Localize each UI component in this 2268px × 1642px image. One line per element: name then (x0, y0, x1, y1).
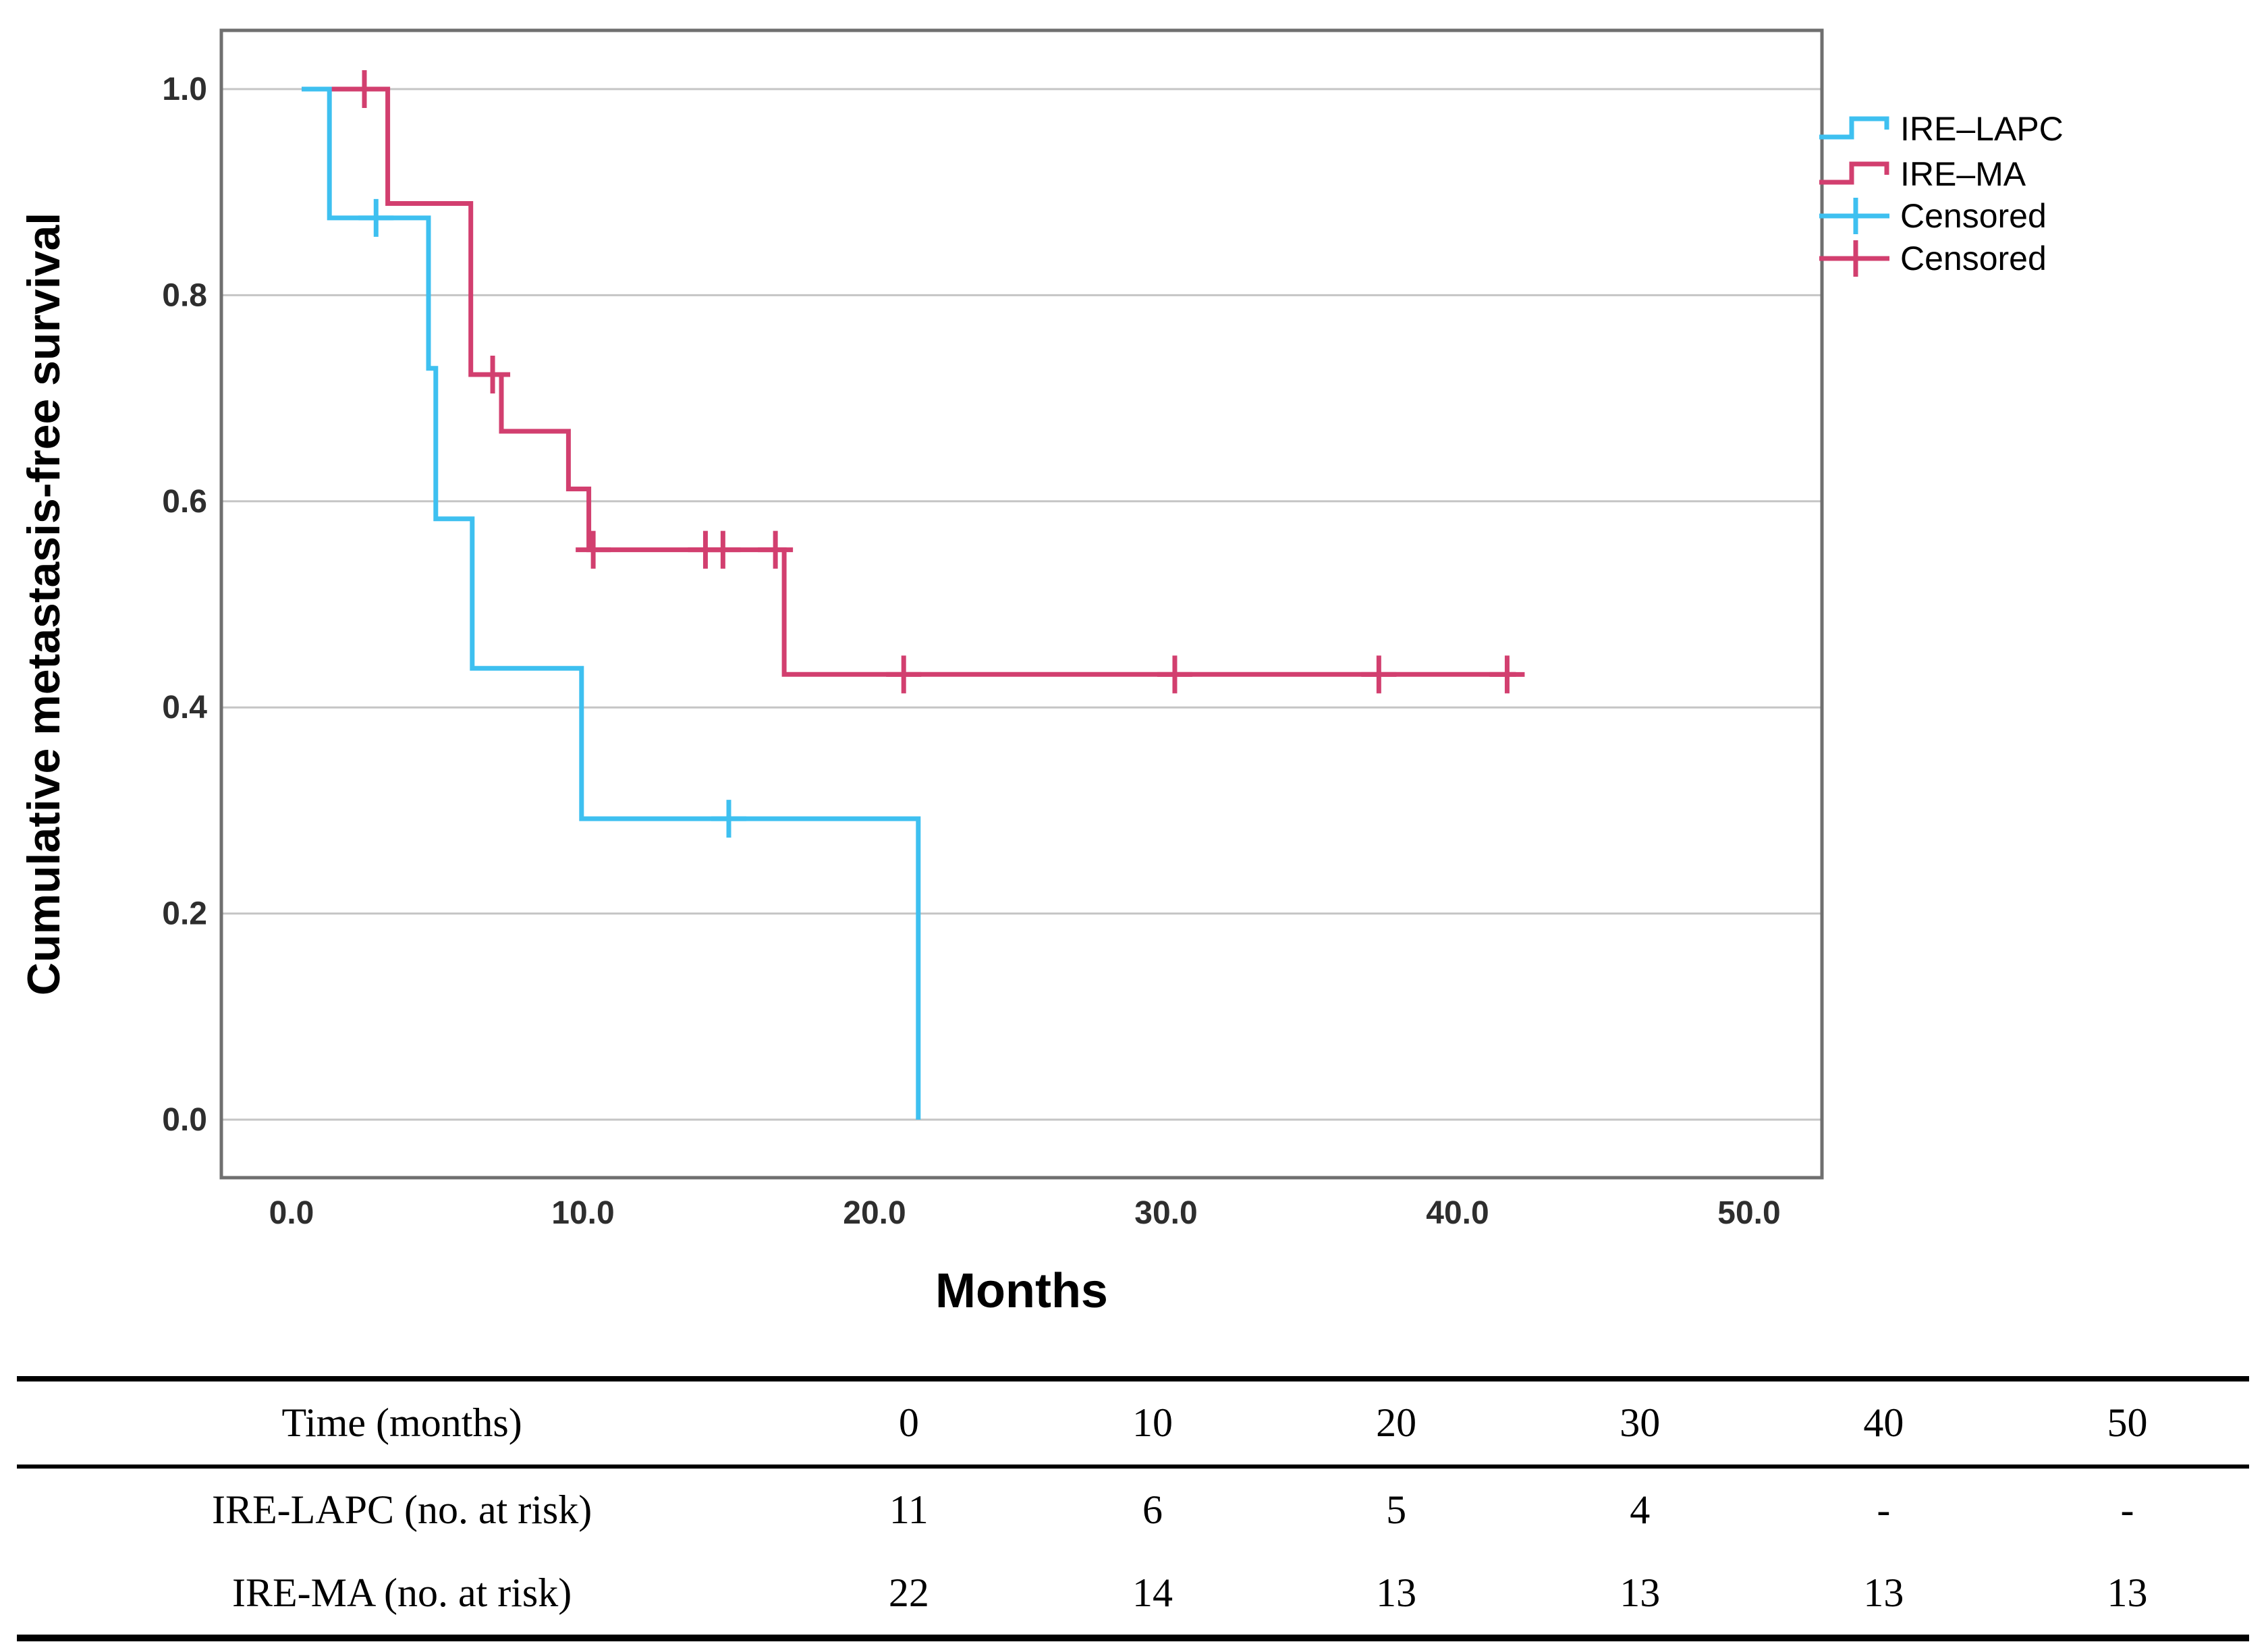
y-tick-label-0.8: 0.8 (162, 277, 207, 313)
x-tick-label-40.0: 40.0 (1426, 1195, 1489, 1231)
risk-time-10: 10 (1030, 1379, 1275, 1469)
x-tick-label-50.0: 50.0 (1717, 1195, 1780, 1231)
risk-cell: 13 (2107, 1570, 2148, 1615)
x-tick-label-0.0: 0.0 (269, 1195, 314, 1231)
risk-row-label-ire-ma: IRE-MA (no. at risk) (231, 1570, 572, 1615)
legend-line-swatch-IRE–LAPC (1819, 116, 1889, 140)
risk-time-0: 0 (787, 1379, 1031, 1469)
risk-cell: 13 (1863, 1570, 1904, 1615)
survival-curve-IRE–MA (302, 86, 1516, 677)
censor-mark-IRE–MA (886, 655, 922, 694)
x-tick-labels: 0.0 10.0 20.0 30.0 40.0 50.0 (269, 1195, 1781, 1231)
legend-label-IRE–MA: IRE–MA (1900, 155, 2026, 193)
censor-mark-IRE–MA (1361, 655, 1397, 694)
censor-mark-IRE–MA (347, 70, 382, 108)
legend-label-IRE–LAPC: IRE–LAPC (1900, 110, 2064, 148)
censor-mark-IRE–MA (1157, 655, 1192, 694)
y-tick-label-0.2: 0.2 (162, 896, 207, 932)
risk-cell: - (1877, 1487, 1891, 1532)
number-at-risk-table: Time (months) 0 10 20 30 40 50 IRE-LAPC … (17, 1376, 2249, 1641)
risk-row-ire-lapc: IRE-LAPC (no. at risk) 11 6 5 4 - - (17, 1467, 2249, 1552)
legend-label-Censored: Censored (1900, 240, 2047, 277)
legend-plus-swatch-Censored (1819, 198, 1889, 234)
risk-cell: 22 (888, 1570, 929, 1615)
risk-cell: 5 (1386, 1487, 1407, 1532)
y-tick-label-0.6: 0.6 (162, 484, 207, 520)
censor-mark-IRE–MA (758, 530, 794, 569)
censor-mark-IRE–MA (705, 530, 741, 569)
plot-frame (219, 28, 1824, 1180)
legend-plus-swatch-Censored (1819, 240, 1889, 277)
y-tick-labels: 0.0 0.2 0.4 0.6 0.8 1.0 (162, 72, 207, 1138)
risk-row-label-ire-lapc: IRE-LAPC (no. at risk) (211, 1487, 592, 1532)
risk-cell: 6 (1142, 1487, 1163, 1532)
survival-curve-IRE–LAPC (302, 86, 921, 1120)
risk-cell: 14 (1132, 1570, 1173, 1615)
x-tick-label-20.0: 20.0 (843, 1195, 906, 1231)
risk-time-20: 20 (1274, 1379, 1518, 1469)
risk-time-40: 40 (1761, 1379, 2006, 1469)
y-tick-label-1.0: 1.0 (162, 72, 207, 107)
risk-cell: 4 (1630, 1487, 1651, 1532)
risk-time-30: 30 (1518, 1379, 1762, 1469)
gridlines (221, 88, 1822, 1121)
risk-table-header-row: Time (months) 0 10 20 30 40 50 (17, 1379, 2249, 1469)
censor-mark-IRE–LAPC (711, 800, 746, 838)
risk-table: Time (months) 0 10 20 30 40 50 IRE-LAPC … (17, 1376, 2249, 1641)
legend-label-Censored: Censored (1900, 197, 2047, 235)
risk-time-50: 50 (2005, 1379, 2249, 1469)
y-tick-label-0.0: 0.0 (162, 1102, 207, 1138)
x-tick-label-10.0: 10.0 (551, 1195, 614, 1231)
risk-table-header-label: Time (months) (17, 1379, 787, 1469)
risk-cell: - (2120, 1487, 2134, 1532)
km-survival-chart: 0.0 10.0 20.0 30.0 40.0 50.0 0.0 0.2 0.4 0.6 0.8 1… (18, 28, 2064, 1318)
legend: IRE–LAPC IRE–MA Censored Censored (1819, 110, 2064, 277)
plot-border (219, 28, 1824, 1180)
censor-mark-IRE–MA (576, 530, 611, 569)
risk-row-ire-ma: IRE-MA (no. at risk) 22 14 13 13 13 13 (17, 1552, 2249, 1638)
risk-cell: 13 (1376, 1570, 1417, 1615)
x-tick-label-30.0: 30.0 (1134, 1195, 1197, 1231)
x-axis-title: Months (935, 1264, 1108, 1318)
censor-mark-IRE–MA (475, 355, 511, 393)
survival-curves (302, 70, 1525, 1120)
risk-cell: 11 (889, 1487, 929, 1532)
y-axis-title: Cumulative metastasis-free survival (18, 213, 70, 995)
censor-mark-IRE–LAPC (358, 198, 394, 237)
y-tick-label-0.4: 0.4 (162, 690, 207, 726)
risk-cell: 13 (1620, 1570, 1661, 1615)
legend-line-swatch-IRE–MA (1819, 161, 1889, 185)
censor-mark-IRE–MA (1489, 655, 1525, 694)
